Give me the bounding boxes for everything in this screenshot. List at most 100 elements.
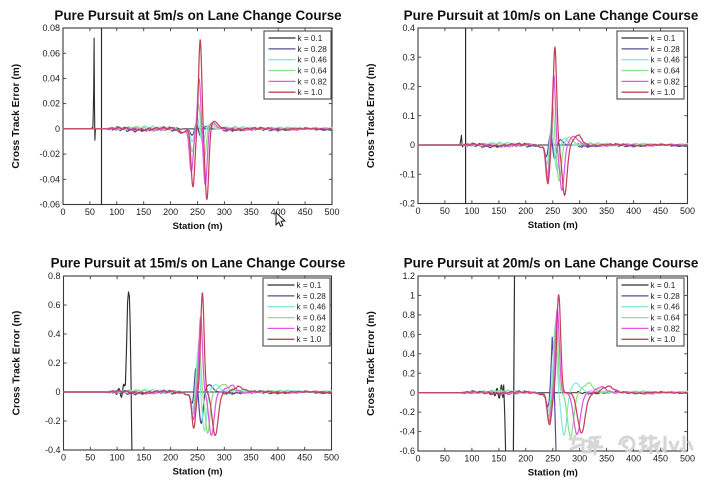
svg-text:-0.04: -0.04 — [39, 174, 60, 184]
svg-text:Cross Track Error (m): Cross Track Error (m) — [366, 311, 377, 416]
svg-text:k = 0.28: k = 0.28 — [297, 292, 327, 301]
svg-text:500: 500 — [680, 206, 695, 216]
svg-text:Cross Track Error (m): Cross Track Error (m) — [11, 64, 22, 169]
svg-text:k = 1.0: k = 1.0 — [297, 335, 322, 344]
svg-text:50: 50 — [85, 207, 95, 217]
svg-text:-0.06: -0.06 — [39, 200, 60, 210]
svg-text:k = 0.82: k = 0.82 — [298, 77, 328, 86]
svg-text:k = 0.46: k = 0.46 — [298, 56, 328, 65]
svg-text:50: 50 — [440, 454, 450, 464]
svg-text:k = 1.0: k = 1.0 — [651, 335, 676, 344]
svg-text:k = 0.28: k = 0.28 — [651, 292, 681, 301]
svg-text:400: 400 — [626, 206, 641, 216]
svg-text:0.2: 0.2 — [48, 358, 61, 368]
svg-text:0.6: 0.6 — [48, 300, 61, 310]
svg-text:150: 150 — [136, 207, 151, 217]
svg-text:400: 400 — [270, 453, 285, 463]
svg-text:k = 0.46: k = 0.46 — [297, 303, 327, 312]
svg-text:50: 50 — [85, 453, 95, 463]
svg-text:100: 100 — [464, 454, 479, 464]
svg-text:k = 0.64: k = 0.64 — [297, 314, 327, 323]
svg-text:400: 400 — [626, 454, 641, 464]
svg-text:0.4: 0.4 — [402, 349, 415, 359]
svg-text:400: 400 — [271, 207, 286, 217]
svg-text:200: 200 — [518, 206, 533, 216]
svg-text:0.04: 0.04 — [42, 74, 60, 84]
svg-text:Pure Pursuit at 20m/s on Lane: Pure Pursuit at 20m/s on Lane Change Cou… — [404, 256, 699, 271]
svg-text:0.1: 0.1 — [402, 111, 415, 121]
svg-text:250: 250 — [190, 207, 205, 217]
svg-text:k = 0.82: k = 0.82 — [651, 77, 681, 86]
svg-text:300: 300 — [572, 206, 587, 216]
svg-text:100: 100 — [464, 206, 479, 216]
svg-text:k = 0.82: k = 0.82 — [651, 324, 681, 333]
svg-text:k = 0.82: k = 0.82 — [297, 324, 327, 333]
svg-text:Cross Track Error (m): Cross Track Error (m) — [12, 311, 23, 416]
svg-text:0: 0 — [55, 124, 60, 134]
svg-text:-0.2: -0.2 — [399, 199, 415, 209]
svg-text:-0.4: -0.4 — [399, 427, 415, 437]
svg-text:Station (m): Station (m) — [172, 467, 222, 478]
svg-text:450: 450 — [298, 207, 313, 217]
svg-text:Station (m): Station (m) — [528, 220, 578, 231]
svg-text:150: 150 — [491, 206, 506, 216]
svg-text:-0.02: -0.02 — [39, 149, 60, 159]
svg-text:k = 0.64: k = 0.64 — [651, 314, 681, 323]
svg-text:0: 0 — [415, 454, 420, 464]
svg-text:350: 350 — [599, 206, 614, 216]
svg-text:0.6: 0.6 — [402, 329, 415, 339]
svg-text:Pure Pursuit at 15m/s on Lane: Pure Pursuit at 15m/s on Lane Change Cou… — [51, 256, 346, 271]
svg-text:k = 1.0: k = 1.0 — [651, 88, 676, 97]
svg-text:Cross Track Error (m): Cross Track Error (m) — [366, 63, 377, 168]
svg-text:350: 350 — [599, 454, 614, 464]
svg-text:300: 300 — [217, 207, 232, 217]
svg-text:100: 100 — [110, 453, 125, 463]
svg-text:450: 450 — [653, 206, 668, 216]
svg-text:-0.2: -0.2 — [399, 407, 415, 417]
svg-text:500: 500 — [680, 454, 695, 464]
svg-text:0.4: 0.4 — [402, 23, 415, 33]
svg-text:350: 350 — [244, 207, 259, 217]
svg-text:k = 0.1: k = 0.1 — [297, 281, 322, 290]
svg-text:450: 450 — [297, 453, 312, 463]
svg-text:300: 300 — [217, 453, 232, 463]
svg-text:k = 0.28: k = 0.28 — [651, 45, 681, 54]
svg-text:150: 150 — [136, 453, 151, 463]
svg-text:k = 0.64: k = 0.64 — [298, 67, 328, 76]
svg-text:150: 150 — [491, 454, 506, 464]
svg-text:0.08: 0.08 — [42, 23, 60, 33]
svg-text:100: 100 — [109, 207, 124, 217]
svg-text:0: 0 — [55, 387, 60, 397]
svg-text:k = 0.1: k = 0.1 — [651, 34, 676, 43]
svg-text:k = 0.1: k = 0.1 — [298, 34, 323, 43]
svg-text:0: 0 — [60, 207, 65, 217]
svg-text:0.2: 0.2 — [402, 368, 415, 378]
svg-text:0.8: 0.8 — [48, 271, 61, 281]
svg-text:k = 0.46: k = 0.46 — [651, 303, 681, 312]
svg-text:350: 350 — [244, 453, 259, 463]
svg-text:0.8: 0.8 — [402, 310, 415, 320]
svg-text:1: 1 — [410, 291, 415, 301]
svg-text:500: 500 — [324, 207, 339, 217]
svg-text:Pure Pursuit at 5m/s on Lane C: Pure Pursuit at 5m/s on Lane Change Cour… — [54, 8, 341, 23]
svg-text:k = 0.64: k = 0.64 — [651, 67, 681, 76]
svg-text:0: 0 — [410, 140, 415, 150]
svg-text:200: 200 — [163, 453, 178, 463]
svg-text:k = 0.28: k = 0.28 — [298, 45, 328, 54]
svg-text:300: 300 — [572, 454, 587, 464]
svg-text:-0.4: -0.4 — [45, 445, 61, 455]
svg-text:-0.1: -0.1 — [399, 169, 415, 179]
svg-text:0: 0 — [410, 388, 415, 398]
svg-text:250: 250 — [545, 206, 560, 216]
svg-text:Station (m): Station (m) — [172, 221, 222, 232]
svg-text:1.2: 1.2 — [402, 271, 415, 281]
svg-text:500: 500 — [324, 453, 339, 463]
svg-text:-0.6: -0.6 — [399, 446, 415, 456]
svg-text:0: 0 — [415, 206, 420, 216]
svg-text:k = 1.0: k = 1.0 — [298, 88, 323, 97]
svg-text:-0.2: -0.2 — [45, 416, 61, 426]
svg-text:Station (m): Station (m) — [528, 468, 578, 478]
svg-text:250: 250 — [190, 453, 205, 463]
svg-text:0.02: 0.02 — [42, 99, 60, 109]
svg-text:Pure Pursuit at 10m/s on Lane: Pure Pursuit at 10m/s on Lane Change Cou… — [404, 8, 699, 23]
